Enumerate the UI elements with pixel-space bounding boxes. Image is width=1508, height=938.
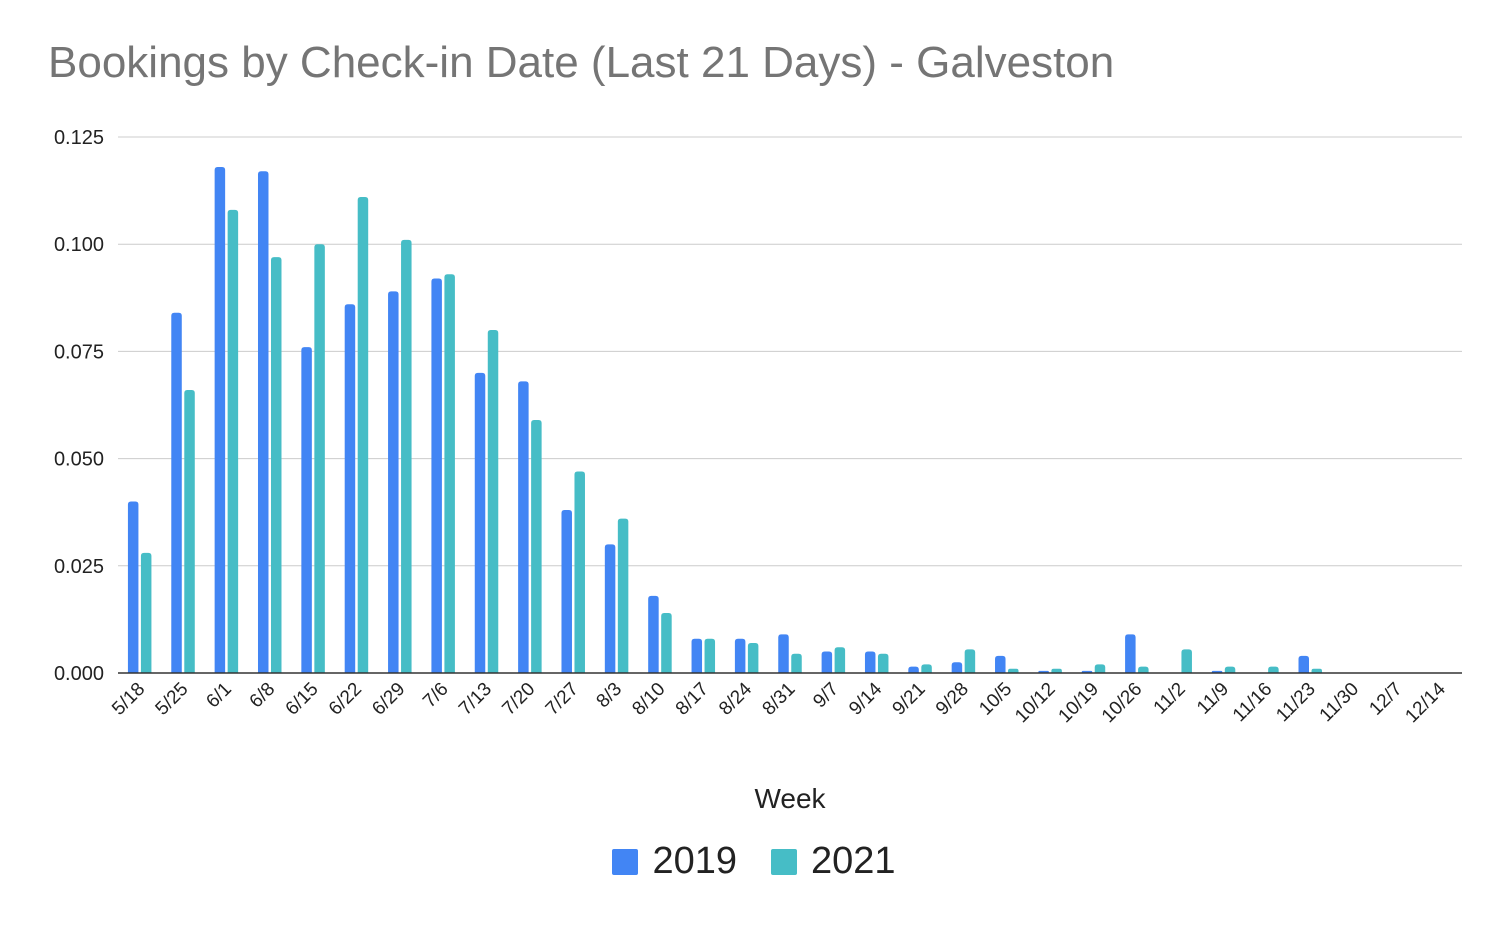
bar-2021 — [1094, 664, 1106, 673]
y-tick-label: 0.000 — [54, 663, 104, 685]
x-tick-label: 6/22 — [325, 679, 366, 720]
x-tick-label: 8/10 — [628, 679, 669, 720]
x-tick-label: 8/24 — [715, 678, 756, 719]
x-tick-label: 7/6 — [419, 679, 453, 713]
y-tick-label: 0.125 — [54, 127, 104, 149]
bar-2021 — [1181, 649, 1192, 673]
x-tick-label: 12/14 — [1401, 678, 1450, 727]
bar-2019 — [864, 651, 876, 673]
bar-2019 — [388, 291, 399, 673]
x-tick-label: 8/31 — [759, 679, 800, 720]
x-tick-label: 11/16 — [1229, 679, 1276, 726]
legend-label-2021: 2021 — [811, 840, 896, 882]
x-tick-label: 5/18 — [108, 679, 149, 720]
bar-2019 — [561, 510, 572, 673]
legend-item-2019: 2019 — [612, 840, 737, 883]
x-tick-label: 9/21 — [889, 679, 930, 720]
bar-2019 — [1298, 655, 1310, 673]
legend-label-2019: 2019 — [652, 840, 737, 882]
bar-2021 — [401, 239, 412, 674]
x-axis-label: Week — [754, 783, 826, 814]
bar-2019 — [908, 666, 919, 673]
x-tick-label: 6/8 — [246, 679, 280, 713]
x-tick-label: 10/12 — [1011, 679, 1059, 727]
bar-2021 — [444, 274, 455, 673]
bar-2019 — [171, 312, 182, 673]
bar-2019 — [821, 651, 833, 673]
x-tick-label: 6/1 — [202, 679, 236, 713]
legend-swatch-2019 — [612, 848, 639, 875]
x-tick-label: 6/15 — [282, 679, 323, 720]
y-tick-label: 0.100 — [54, 234, 104, 256]
bar-2021 — [1311, 668, 1323, 673]
bar-2019 — [1125, 634, 1136, 673]
bar-2019 — [257, 171, 269, 673]
x-tick-label: 10/5 — [975, 679, 1016, 720]
bar-2021 — [834, 647, 846, 673]
legend-item-2021: 2021 — [771, 840, 896, 883]
bar-2021 — [921, 664, 932, 673]
x-tick-label: 12/7 — [1366, 679, 1407, 720]
bar-2021 — [357, 197, 369, 674]
x-tick-label: 7/27 — [542, 679, 583, 720]
x-tick-label: 10/26 — [1098, 679, 1146, 727]
y-tick-label: 0.050 — [54, 449, 104, 471]
x-tick-label: 7/20 — [498, 679, 539, 720]
bar-2021 — [747, 642, 759, 673]
x-tick-label: 9/14 — [845, 678, 886, 719]
bar-2019 — [127, 501, 139, 673]
x-tick-label: 9/28 — [932, 679, 973, 720]
bar-2021 — [1224, 666, 1236, 673]
x-tick-label: 7/13 — [455, 679, 496, 720]
bar-2021 — [531, 420, 542, 673]
bar-2021 — [574, 471, 585, 673]
bar-2019 — [604, 544, 616, 673]
bar-2019 — [474, 372, 486, 673]
bar-2021 — [1008, 668, 1019, 673]
x-tick-label: 6/29 — [368, 679, 409, 720]
chart-title: Bookings by Check-in Date (Last 21 Days)… — [48, 38, 1115, 87]
x-tick-label: 11/2 — [1150, 679, 1190, 719]
bar-2021 — [1268, 666, 1279, 673]
bar-2019 — [214, 167, 226, 674]
bar-2021 — [704, 638, 716, 673]
bar-2019 — [734, 638, 746, 673]
bar-2021 — [270, 257, 282, 673]
x-tick-label: 11/9 — [1193, 679, 1233, 719]
x-tick-label: 8/3 — [593, 679, 627, 713]
bar-2019 — [995, 655, 1006, 673]
bar-2021 — [1138, 666, 1149, 673]
bar-2021 — [617, 518, 629, 673]
bar-2021 — [1051, 668, 1062, 673]
bar-2019 — [301, 347, 312, 673]
bar-2019 — [431, 278, 442, 673]
x-tick-label: 11/23 — [1272, 679, 1319, 726]
legend-swatch-2021 — [771, 848, 797, 875]
bar-2021 — [964, 649, 976, 673]
bar-2019 — [691, 638, 703, 673]
bar-2021 — [184, 389, 195, 673]
y-tick-label: 0.075 — [54, 341, 104, 363]
bar-2019 — [951, 662, 963, 673]
bar-2019 — [778, 634, 789, 673]
x-tick-label: 11/30 — [1316, 679, 1363, 726]
bar-2021 — [791, 653, 802, 673]
bar-2019 — [648, 595, 659, 673]
bar-2021 — [314, 244, 325, 673]
x-tick-label: 9/7 — [809, 679, 843, 713]
bar-2021 — [487, 329, 499, 673]
bar-2019 — [518, 381, 529, 673]
bar-2019 — [344, 304, 356, 673]
x-tick-label: 8/17 — [672, 679, 713, 720]
x-tick-label: 10/19 — [1055, 679, 1103, 727]
legend: 2019 2021 — [0, 840, 1508, 883]
y-tick-label: 0.025 — [54, 556, 104, 578]
x-tick-label: 5/25 — [152, 679, 193, 720]
bar-2021 — [661, 612, 672, 673]
bar-2021 — [140, 552, 152, 673]
bar-2021 — [877, 653, 889, 673]
bar-2021 — [227, 209, 239, 673]
